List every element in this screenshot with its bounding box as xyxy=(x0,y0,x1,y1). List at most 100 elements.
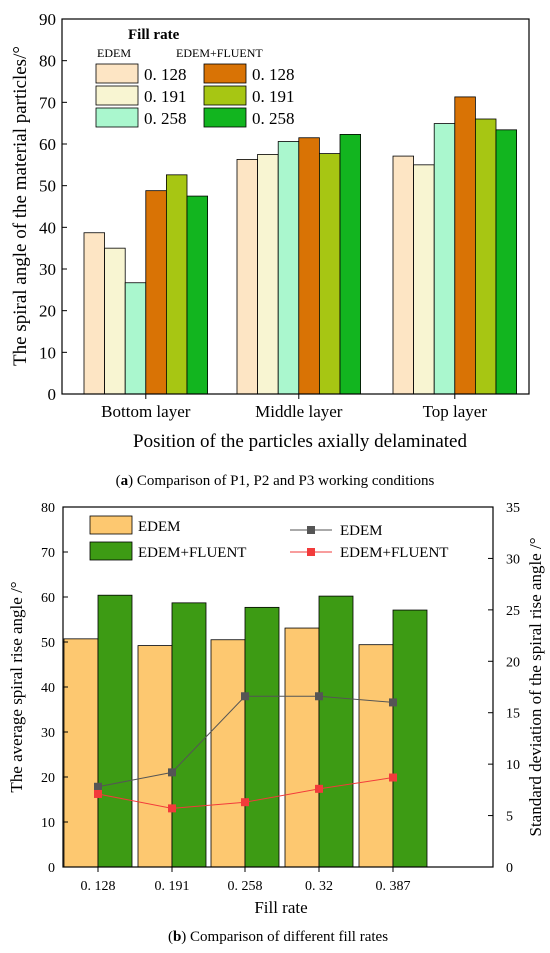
bar-a-2-1 xyxy=(413,164,435,395)
b-ytick-label: 20 xyxy=(41,771,55,786)
bar-a-0-2 xyxy=(124,282,147,395)
b-ytick-label: 70 xyxy=(41,546,55,561)
bar-b-4-0 xyxy=(358,644,394,868)
bar-b-4-1 xyxy=(392,609,428,868)
legend-label-1: 0. 191 xyxy=(144,87,187,106)
b-y2tick-label: 20 xyxy=(506,655,520,670)
point-b-1-4 xyxy=(389,773,397,782)
b-xtick-label: 0. 32 xyxy=(305,879,333,894)
point-b-0-4 xyxy=(389,698,397,707)
b-xtick-label: 0. 128 xyxy=(81,879,116,894)
point-b-0-1 xyxy=(168,768,176,777)
legend-bar-swatch-0 xyxy=(89,515,133,535)
bar-a-0-1 xyxy=(104,247,126,395)
bar-a-1-3 xyxy=(298,137,320,395)
bar-a-1-4 xyxy=(318,153,341,395)
legend-line-label-0: EDEM xyxy=(340,523,383,539)
point-b-0-2 xyxy=(241,692,249,701)
legend-swatch-0 xyxy=(95,63,139,84)
chart-b-caption: (b) Comparison of different fill rates xyxy=(168,929,388,945)
bar-b-3-1 xyxy=(318,595,354,868)
b-ytick-label: 40 xyxy=(41,681,55,696)
bar-a-0-4 xyxy=(165,174,188,395)
chart-a-legend: Fill rate EDEM EDEM+FLUENT 0. 128 0. 191 0… xyxy=(95,27,295,128)
bar-a-1-0 xyxy=(236,159,259,395)
chart-a-plot-frame xyxy=(61,18,530,395)
chart-b-lines xyxy=(94,692,397,813)
point-b-1-3 xyxy=(315,784,323,793)
a-ytick-label: 40 xyxy=(39,218,56,237)
legend-label-4: 0. 191 xyxy=(252,87,295,106)
chart-a-caption: (a) Comparison of P1, P2 and P3 working … xyxy=(116,473,435,489)
bar-a-1-2 xyxy=(277,141,300,395)
chart-b-ylabel: The average spiral rise angle /° xyxy=(7,581,26,792)
b-ytick-label: 30 xyxy=(41,726,55,741)
b-ytick-label: 60 xyxy=(41,591,55,606)
chart-a-bars xyxy=(83,96,518,395)
bar-b-2-0 xyxy=(210,639,246,868)
bar-a-1-1 xyxy=(257,154,279,395)
legend-label-0: 0. 128 xyxy=(144,65,187,84)
a-xtick-label: Middle layer xyxy=(255,402,343,421)
chart-a-xlabel: Position of the particles axially delami… xyxy=(133,431,467,452)
bar-a-2-4 xyxy=(474,118,497,395)
chart-a: 0 10 20 30 40 50 60 70 80 90 Bottom layer Middle l… xyxy=(10,10,530,489)
legend-bar-label-0: EDEM xyxy=(138,519,181,535)
bar-a-2-3 xyxy=(454,96,476,395)
bar-a-2-0 xyxy=(392,155,415,395)
legend-line-marker-0 xyxy=(307,526,315,534)
a-xtick-label: Bottom layer xyxy=(101,402,191,421)
legend-line-label-1: EDEM+FLUENT xyxy=(340,545,448,561)
chart-b-y2label: Standard deviation of the spiral rise an… xyxy=(526,537,545,836)
bar-a-0-3 xyxy=(145,190,167,395)
point-b-0-3 xyxy=(315,692,323,701)
a-ytick-label: 70 xyxy=(39,93,56,112)
legend-label-3: 0. 128 xyxy=(252,65,295,84)
bar-a-0-0 xyxy=(83,232,106,395)
chart-a-ylabel: The spiral angle of the material particl… xyxy=(10,46,31,366)
b-y2tick-label: 15 xyxy=(506,707,520,722)
b-y2tick-label: 35 xyxy=(506,501,520,516)
chart-b: 0 10 20 30 40 50 60 70 80 0 5 10 15 20 25 30 35 0. 128 0… xyxy=(7,501,545,945)
chart-b-bars xyxy=(63,594,428,868)
point-b-1-2 xyxy=(241,798,249,807)
b-y2tick-label: 30 xyxy=(506,552,520,567)
bar-b-1-1 xyxy=(171,602,207,868)
a-ytick-label: 0 xyxy=(48,385,57,404)
point-b-1-1 xyxy=(168,804,176,813)
legend-swatch-4 xyxy=(203,85,247,106)
chart-b-legend: EDEM EDEM+FLUENT EDEM EDEM+FLUENT xyxy=(89,515,448,561)
bar-b-3-0 xyxy=(284,627,320,868)
legend-swatch-3 xyxy=(203,63,247,84)
bar-b-2-1 xyxy=(244,606,280,868)
bar-a-0-5 xyxy=(186,195,209,395)
legend-label-2: 0. 258 xyxy=(144,109,187,128)
b-ytick-label: 0 xyxy=(48,861,55,876)
b-y2tick-label: 0 xyxy=(506,861,513,876)
legend-swatch-2 xyxy=(95,107,139,128)
legend-line-marker-1 xyxy=(307,548,315,556)
bar-a-2-2 xyxy=(433,123,456,395)
a-ytick-label: 80 xyxy=(39,52,56,71)
b-ytick-label: 80 xyxy=(41,501,55,516)
a-ytick-label: 50 xyxy=(39,177,56,196)
b-ytick-label: 10 xyxy=(41,816,55,831)
bar-a-1-5 xyxy=(339,134,362,395)
b-y2tick-label: 10 xyxy=(506,758,520,773)
legend-swatch-1 xyxy=(95,85,139,106)
b-y2tick-label: 5 xyxy=(506,810,513,825)
legend-label-5: 0. 258 xyxy=(252,109,295,128)
b-ytick-label: 50 xyxy=(41,636,55,651)
a-ytick-label: 10 xyxy=(39,343,56,362)
a-ytick-label: 90 xyxy=(39,10,56,29)
chart-b-xlabel: Fill rate xyxy=(254,898,307,917)
legend-swatch-5 xyxy=(203,107,247,128)
point-b-1-0 xyxy=(94,789,102,798)
b-xtick-label: 0. 387 xyxy=(376,879,411,894)
a-ytick-label: 60 xyxy=(39,135,56,154)
bar-b-0-1 xyxy=(97,594,133,868)
point-b-0-0 xyxy=(94,782,102,791)
legend-bar-label-1: EDEM+FLUENT xyxy=(138,545,246,561)
legend-group-edem: EDEM xyxy=(97,46,131,60)
